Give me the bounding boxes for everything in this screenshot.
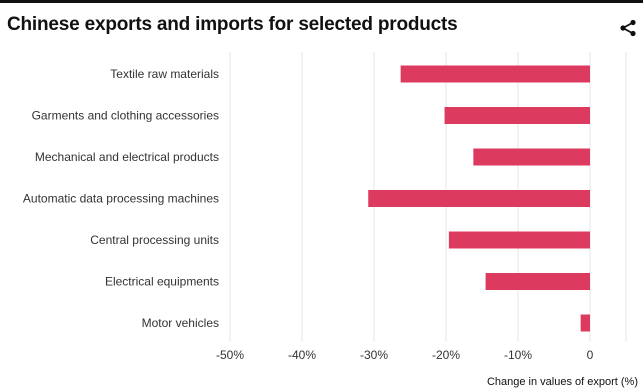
bars (368, 65, 590, 332)
bar[interactable] (444, 107, 590, 124)
x-tick-label: -40% (288, 348, 316, 362)
category-label: Automatic data processing machines (23, 192, 219, 206)
category-label: Central processing units (90, 233, 219, 247)
x-tick-label: -30% (360, 348, 388, 362)
bar[interactable] (473, 148, 590, 166)
category-label: Mechanical and electrical products (35, 150, 219, 164)
x-tick-labels: -50% -40% -30% -20% -10% 0 (216, 348, 594, 362)
bar[interactable] (448, 231, 590, 249)
x-tick-label: 0 (587, 348, 594, 362)
share-icon[interactable] (618, 18, 638, 38)
bar[interactable] (580, 314, 590, 332)
category-label: Textile raw materials (110, 67, 219, 81)
x-axis-label: Change in values of export (%) (487, 376, 638, 388)
bar[interactable] (485, 273, 590, 290)
chart-title: Chinese exports and imports for selected… (7, 14, 458, 35)
bar[interactable] (400, 65, 590, 83)
x-tick-label: -10% (504, 348, 532, 362)
bar[interactable] (368, 190, 590, 207)
x-tick-label: -20% (432, 348, 460, 362)
category-labels: Textile raw materials Garments and clothi… (23, 67, 219, 330)
category-label: Motor vehicles (142, 316, 219, 330)
top-rule (0, 0, 643, 3)
category-label: Garments and clothing accessories (32, 109, 219, 123)
category-label: Electrical equipments (105, 275, 219, 289)
x-tick-label: -50% (216, 348, 244, 362)
